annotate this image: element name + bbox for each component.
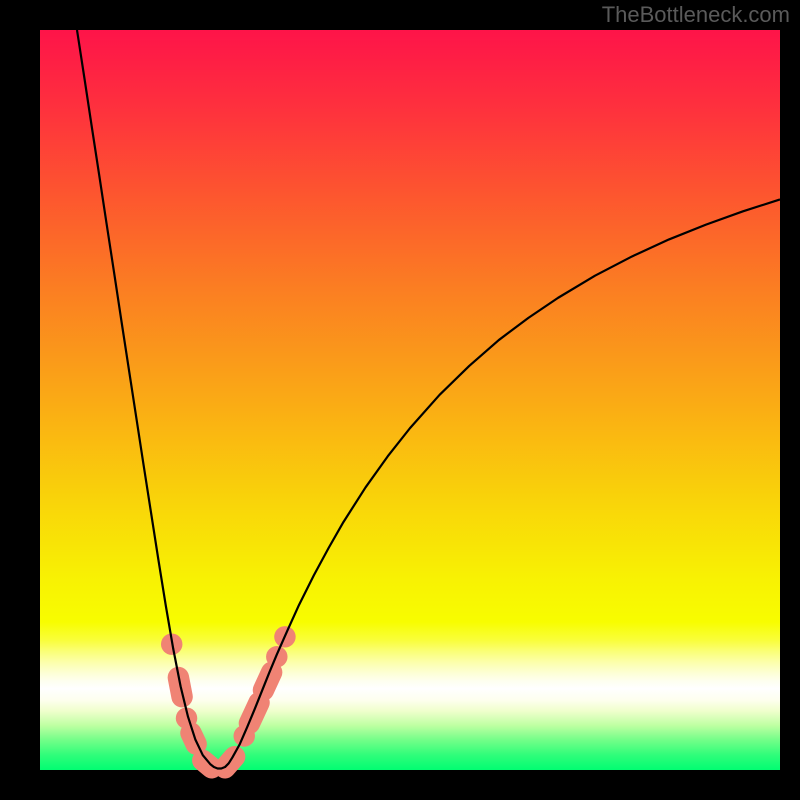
- plot-background: [40, 30, 780, 770]
- chart-container: TheBottleneck.com: [0, 0, 800, 800]
- watermark-text: TheBottleneck.com: [602, 2, 790, 28]
- bottleneck-chart-svg: [0, 0, 800, 800]
